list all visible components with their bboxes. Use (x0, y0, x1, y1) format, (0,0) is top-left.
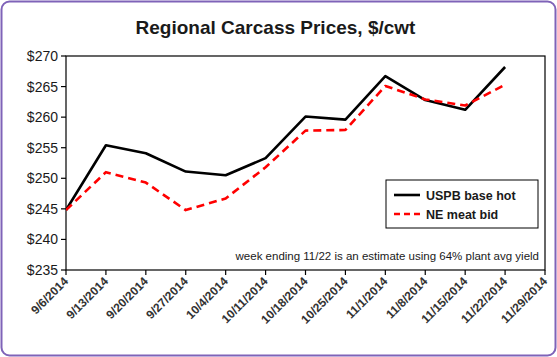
x-tick-label: 9/13/2014 (63, 274, 111, 322)
y-tick (61, 86, 66, 87)
x-tick (185, 270, 186, 275)
x-tick-label: 11/29/2014 (498, 274, 550, 326)
y-tick-label: $255 (27, 140, 58, 156)
y-tick-label: $265 (27, 79, 58, 95)
x-tick (385, 270, 386, 275)
x-tick (345, 270, 346, 275)
x-tick (105, 270, 106, 275)
x-tick (65, 270, 66, 275)
legend-label: NE meat bid (426, 208, 498, 222)
title: Regional Carcass Prices, $/cwt (136, 17, 417, 38)
x-tick (425, 270, 426, 275)
y-tick (61, 239, 66, 240)
x-tick (265, 270, 266, 275)
y-tick (61, 147, 66, 148)
y-tick-label: $270 (27, 48, 58, 64)
y-tick-label: $240 (27, 231, 58, 247)
x-tick-label: 9/20/2014 (103, 274, 151, 322)
legend-swatch (394, 213, 420, 216)
annotation: week ending 11/22 is an estimate using 6… (235, 250, 539, 262)
x-tick (145, 270, 146, 275)
x-tick-label: 11/1/2014 (343, 274, 390, 321)
x-tick-label: 10/25/2014 (298, 274, 351, 327)
legend-box (386, 180, 538, 228)
y-tick (61, 208, 66, 209)
x-tick (225, 270, 226, 275)
y-tick-label: $235 (27, 262, 58, 278)
chart: Regional Carcass Prices, $/cwt $235 $240 $2… (0, 0, 557, 357)
x-tick (544, 270, 545, 275)
x-tick (465, 270, 466, 275)
legend: USPB base hot NE meat bid (386, 180, 538, 228)
y-tick-label: $245 (27, 201, 58, 217)
x-tick (504, 270, 505, 275)
legend-label: USPB base hot (426, 189, 516, 203)
y-tick (61, 178, 66, 179)
y-tick-label: $260 (27, 109, 58, 125)
x-tick-label: 9/27/2014 (143, 274, 191, 322)
y-tick (61, 269, 66, 270)
y-tick (61, 55, 66, 56)
plot-border (66, 56, 545, 270)
legend-swatch (394, 194, 420, 197)
y-tick (61, 117, 66, 118)
frame (2, 2, 556, 356)
y-tick-label: $250 (27, 170, 58, 186)
x-tick (305, 270, 306, 275)
